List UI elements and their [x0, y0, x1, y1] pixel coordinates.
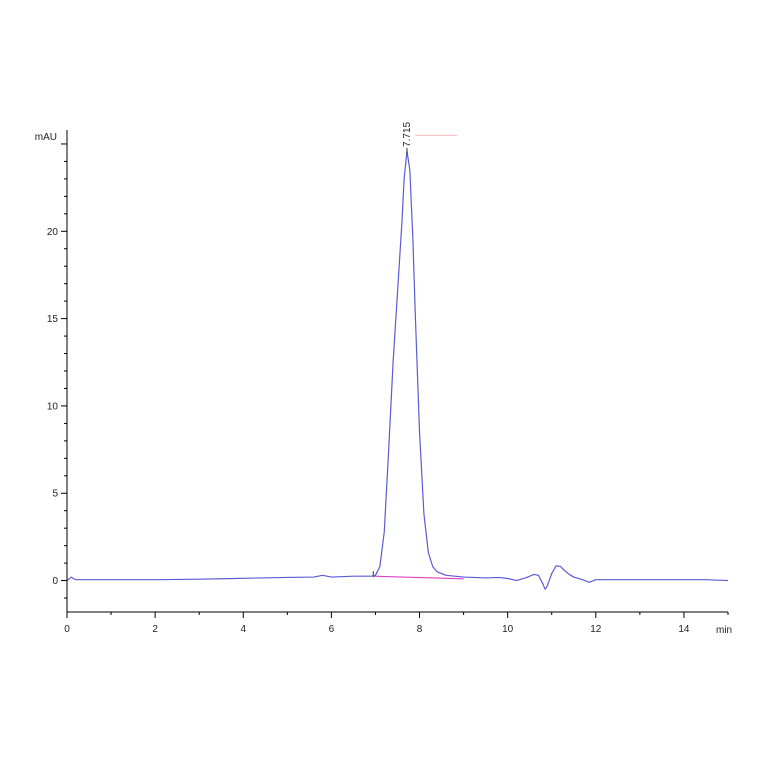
y-tick-label: 0 [52, 576, 58, 587]
integration-baseline [373, 575, 464, 580]
x-tick-label: 2 [152, 624, 158, 635]
x-tick-label: 10 [502, 624, 514, 635]
x-tick-label: 4 [240, 624, 246, 635]
y-tick-label: 15 [47, 314, 59, 325]
x-axis-unit: min [716, 625, 732, 636]
y-tick-label: 5 [52, 489, 58, 500]
x-tick-label: 12 [590, 624, 602, 635]
y-axis-unit: mAU [35, 132, 57, 143]
axes [61, 130, 729, 618]
x-tick-label: 6 [329, 624, 335, 635]
x-tick-label: 14 [678, 624, 690, 635]
x-tick-label: 8 [417, 624, 423, 635]
x-tick-label: 0 [64, 624, 70, 635]
plot-area [66, 134, 729, 590]
peak-retention-label: 7.715 [402, 121, 413, 146]
chromatogram-trace [66, 150, 729, 590]
y-tick-label: 10 [47, 401, 59, 412]
axis-labels: 0 2 4 6 8 10 12 14 0 5 10 15 20 mAU min 7.715 [35, 121, 732, 636]
y-tick-label: 20 [47, 227, 59, 238]
